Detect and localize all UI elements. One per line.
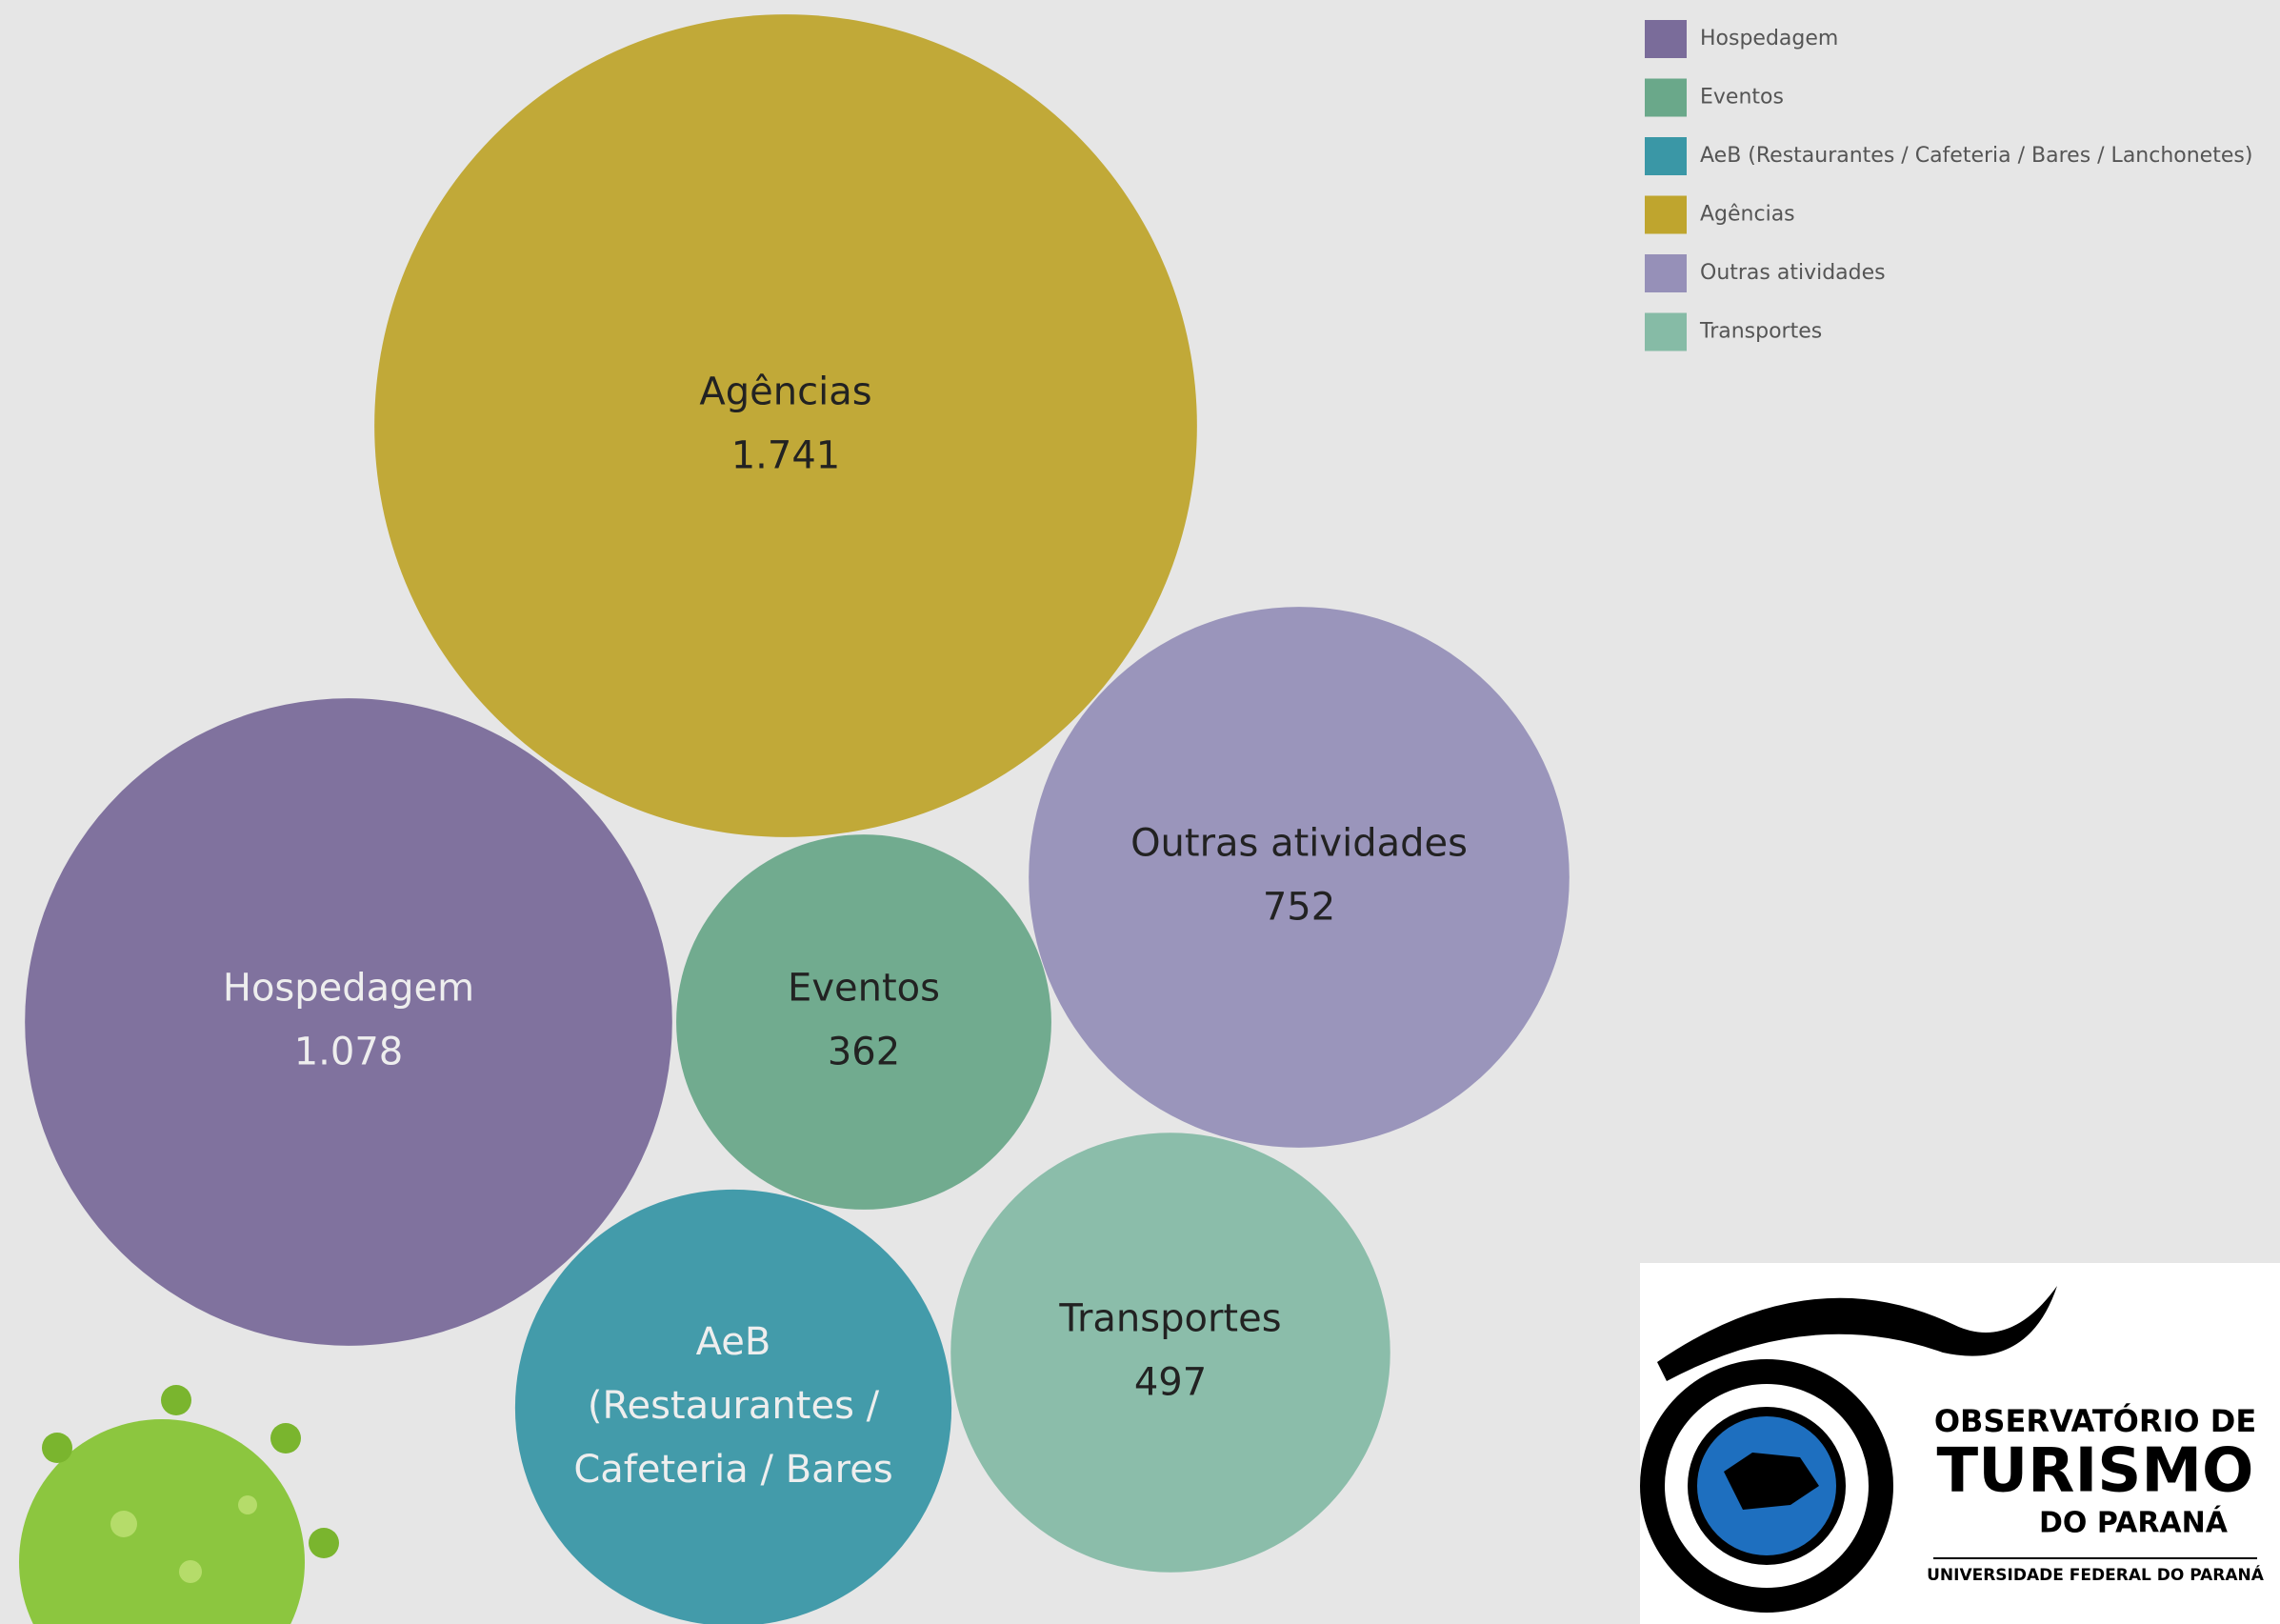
logo-text: OBSERVATÓRIO DE: [1934, 1402, 2256, 1439]
bubble-label: Outras atividades: [1130, 822, 1468, 866]
legend-swatch: [1645, 78, 1687, 117]
legend-swatch: [1645, 254, 1687, 292]
bubble: [676, 834, 1051, 1210]
bubble-value: 1.741: [731, 434, 841, 478]
legend-label: Hospedagem: [1700, 27, 1838, 50]
bubble-value: 497: [1134, 1361, 1207, 1405]
logo-text: DO PARANÁ: [2039, 1506, 2229, 1540]
legend-label: AeB (Restaurantes / Cafeteria / Bares / …: [1700, 144, 2252, 168]
bubble: [950, 1133, 1390, 1573]
bubble-label: Agências: [699, 371, 871, 414]
legend-label: Agências: [1700, 203, 1795, 227]
bubble-label: Eventos: [788, 967, 940, 1011]
logo: OBSERVATÓRIO DE TURISMO DO PARANÁ UNIVER…: [1640, 1263, 2280, 1624]
legend-label: Outras atividades: [1700, 261, 1886, 285]
bubble-label: Cafeteria / Bares: [573, 1448, 892, 1492]
virus-decoration: [19, 1385, 339, 1624]
legend-swatch: [1645, 137, 1687, 175]
bubble-label: AeB: [696, 1320, 771, 1364]
bubble: [1029, 607, 1570, 1148]
bubble-label: Hospedagem: [223, 967, 474, 1011]
legend-swatch: [1645, 312, 1687, 351]
bubble-value: 362: [828, 1031, 900, 1074]
bubble: [25, 698, 672, 1346]
bubble: [514, 1189, 952, 1624]
legend-swatch: [1645, 195, 1687, 234]
bubble-value: 1.078: [294, 1031, 404, 1074]
logo-text: TURISMO: [1937, 1436, 2254, 1507]
bubble-label: (Restaurantes /: [588, 1384, 880, 1428]
legend-swatch: [1645, 20, 1687, 58]
bubble-value: 752: [1263, 886, 1335, 930]
legend-label: Eventos: [1700, 86, 1784, 110]
bubble: [374, 14, 1197, 837]
bubble-label: Transportes: [1058, 1297, 1281, 1341]
logo-text: UNIVERSIDADE FEDERAL DO PARANÁ: [1927, 1564, 2265, 1585]
legend-label: Transportes: [1699, 320, 1822, 344]
